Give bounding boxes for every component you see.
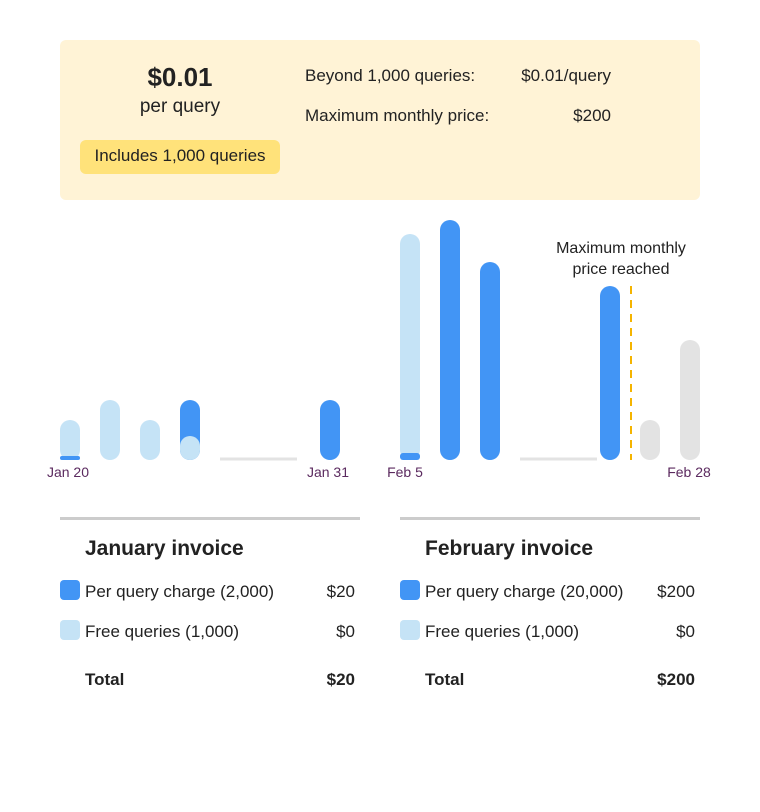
legend-swatch — [60, 580, 80, 600]
divider — [60, 517, 360, 520]
invoice-total-label: Total — [85, 670, 125, 689]
invoice-total: $20 — [326, 670, 355, 689]
invoice-amount: $0 — [336, 622, 355, 641]
paid-bar — [480, 262, 500, 460]
invoice-amount: $20 — [326, 582, 355, 601]
price: $0.01 — [147, 62, 213, 92]
row-value: $200 — [573, 106, 611, 125]
invoice-item: Per query charge (2,000) — [85, 582, 274, 601]
legend-swatch — [60, 620, 80, 640]
paid-bar — [440, 220, 460, 460]
invoice-item: Free queries (1,000) — [85, 622, 240, 641]
capped-bar — [680, 340, 700, 460]
invoice-amount: $200 — [657, 582, 695, 601]
capped-bar — [640, 420, 660, 460]
invoice-total: $200 — [657, 670, 695, 689]
paid-bar — [60, 456, 80, 460]
divider — [400, 517, 700, 520]
invoice-total-label: Total — [425, 670, 465, 689]
invoice-title: January invoice — [85, 537, 244, 560]
invoice-item: Per query charge (20,000) — [425, 582, 624, 601]
invoice-title: February invoice — [425, 537, 594, 560]
price-unit: per query — [139, 96, 221, 117]
date-label: Feb 28 — [667, 464, 711, 480]
invoice-amount: $0 — [676, 622, 695, 641]
date-label: Feb 5 — [387, 464, 423, 480]
legend-swatch — [400, 580, 420, 600]
free-bar — [140, 420, 160, 460]
free-bar — [400, 234, 420, 460]
usage-illustration: Maximum monthly price reached Jan 20 Jan… — [47, 220, 711, 480]
annotation: Maximum monthly — [556, 240, 686, 257]
paid-bar — [600, 286, 620, 460]
row-label: Beyond 1,000 queries: — [305, 66, 476, 85]
date-label: Jan 31 — [307, 464, 349, 480]
paid-bar — [400, 453, 420, 460]
paid-bar — [320, 400, 340, 460]
invoice-item: Free queries (1,000) — [425, 622, 580, 641]
free-bar — [60, 420, 80, 460]
free-bar — [100, 400, 120, 460]
annotation: price reached — [573, 261, 670, 278]
free-bar — [180, 436, 200, 460]
date-label: Jan 20 — [47, 464, 89, 480]
legend-swatch — [400, 620, 420, 640]
row-value: $0.01/query — [521, 66, 611, 85]
badge: Includes 1,000 queries — [80, 140, 280, 174]
row-label: Maximum monthly price: — [305, 106, 490, 125]
